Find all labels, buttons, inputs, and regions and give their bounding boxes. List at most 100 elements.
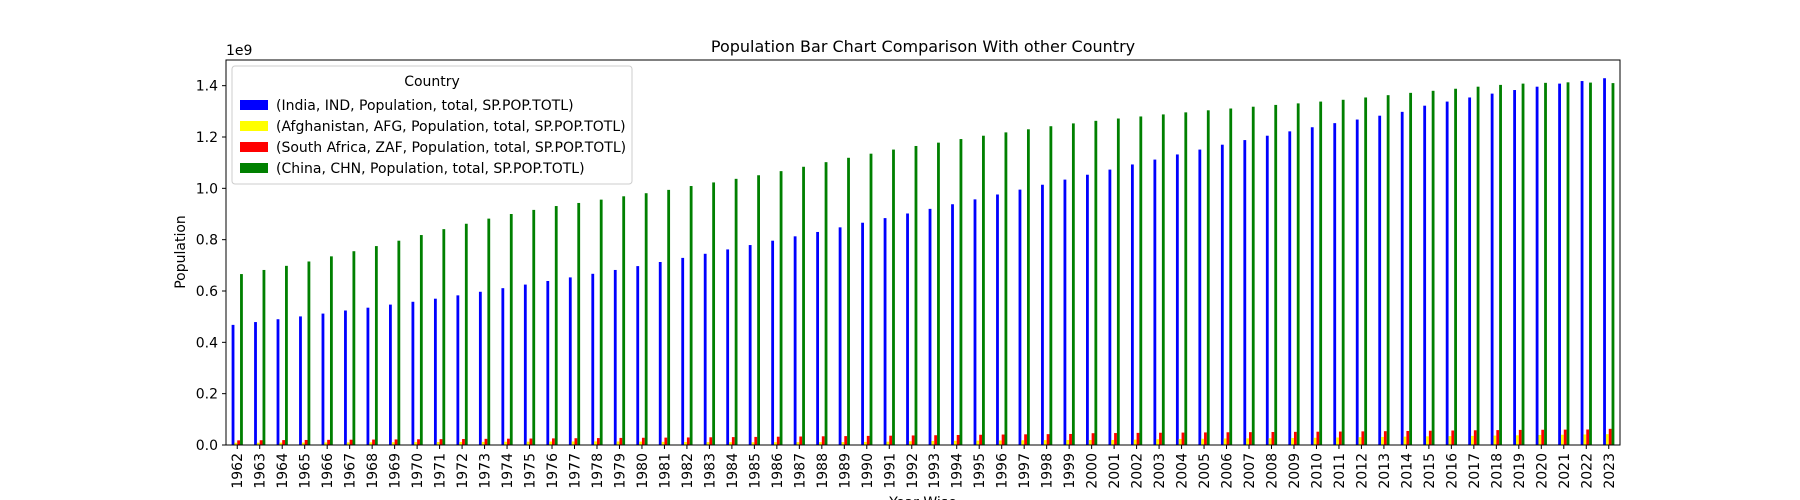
- y-tick-label: 0.4: [196, 335, 218, 351]
- x-tick-label: 1983: [702, 453, 718, 489]
- x-tick-label: 1963: [253, 453, 269, 489]
- x-tick-label: 1990: [860, 453, 876, 489]
- bar: [369, 442, 373, 445]
- bar: [1448, 436, 1452, 445]
- bar: [411, 301, 415, 445]
- bar: [1580, 81, 1584, 446]
- bar: [1361, 431, 1365, 445]
- x-tick-label: 1965: [298, 453, 314, 489]
- bar: [934, 435, 938, 445]
- bar: [366, 307, 370, 445]
- bar: [285, 265, 288, 445]
- bar: [982, 135, 985, 445]
- bar: [304, 439, 308, 445]
- bar: [869, 153, 873, 445]
- bar: [1063, 179, 1067, 445]
- legend-swatch: [240, 100, 268, 110]
- bar: [1274, 104, 1278, 446]
- bar: [1130, 164, 1134, 446]
- bar: [931, 440, 935, 445]
- bar: [1310, 127, 1314, 445]
- bar: [484, 438, 488, 445]
- x-tick-label: 2003: [1152, 453, 1168, 489]
- x-tick-label: 1999: [1062, 453, 1078, 489]
- bar: [861, 222, 864, 445]
- bar: [751, 442, 755, 445]
- bar: [1583, 434, 1587, 445]
- bar: [1181, 432, 1185, 445]
- legend-swatch: [240, 142, 268, 152]
- legend-swatch: [240, 163, 268, 173]
- bar: [577, 202, 581, 445]
- bar: [571, 441, 575, 445]
- bar: [231, 324, 235, 445]
- bar: [1454, 88, 1457, 445]
- bar: [256, 442, 260, 445]
- bar: [774, 442, 777, 445]
- bar: [1108, 169, 1112, 445]
- x-tick-label: 2004: [1175, 453, 1191, 489]
- bar: [1198, 149, 1202, 445]
- bar: [844, 436, 848, 445]
- legend-box: [231, 65, 633, 185]
- bar: [1541, 429, 1545, 445]
- bar: [686, 437, 690, 445]
- x-axis-label: Year Wise: [888, 495, 956, 500]
- bar: [908, 441, 912, 445]
- bar: [1111, 439, 1115, 445]
- bar: [1516, 435, 1519, 445]
- x-tick-label: 1998: [1040, 453, 1056, 489]
- bar: [1451, 430, 1455, 445]
- bar: [433, 298, 437, 445]
- bar: [599, 199, 603, 445]
- bar: [552, 438, 555, 445]
- x-tick-label: 2015: [1422, 453, 1438, 489]
- bar: [526, 441, 530, 445]
- bar: [1223, 438, 1227, 445]
- bar: [546, 280, 550, 445]
- x-tick-label: 1985: [747, 453, 763, 489]
- bar: [976, 440, 980, 445]
- bar: [1490, 93, 1494, 445]
- bar: [504, 441, 508, 445]
- bar: [282, 440, 286, 445]
- x-tick-label: 1979: [612, 453, 628, 489]
- bar: [1086, 174, 1089, 446]
- bar: [487, 218, 491, 445]
- bar: [1538, 434, 1542, 445]
- bar: [529, 438, 533, 445]
- bar: [1409, 92, 1413, 445]
- bar: [1445, 101, 1449, 445]
- x-tick-label: 2006: [1220, 453, 1236, 489]
- x-tick-label: 1977: [568, 453, 584, 489]
- bar: [1558, 83, 1561, 445]
- y-tick-label: 1.4: [196, 79, 218, 95]
- bar: [1513, 90, 1517, 445]
- bar: [1355, 119, 1359, 446]
- bar: [1608, 428, 1612, 445]
- bar: [1249, 432, 1252, 445]
- bar: [481, 441, 485, 445]
- bar: [1026, 129, 1030, 446]
- bar: [889, 435, 893, 445]
- plot-frame: [225, 59, 1621, 446]
- bar: [419, 235, 423, 445]
- bar: [886, 441, 890, 445]
- bar: [259, 440, 263, 445]
- bar: [1400, 111, 1404, 445]
- bar: [689, 186, 693, 446]
- bar: [1133, 439, 1137, 445]
- bar: [1473, 430, 1477, 445]
- bar: [394, 439, 398, 445]
- bar: [841, 442, 845, 445]
- bar: [658, 261, 662, 445]
- bar: [1178, 438, 1182, 445]
- bar: [914, 145, 918, 445]
- bar: [1358, 437, 1362, 445]
- bar: [838, 227, 842, 445]
- x-tick-label: 1966: [320, 453, 336, 489]
- bar: [1426, 436, 1429, 445]
- bar: [594, 441, 597, 445]
- bar: [327, 439, 330, 445]
- bar: [996, 194, 999, 445]
